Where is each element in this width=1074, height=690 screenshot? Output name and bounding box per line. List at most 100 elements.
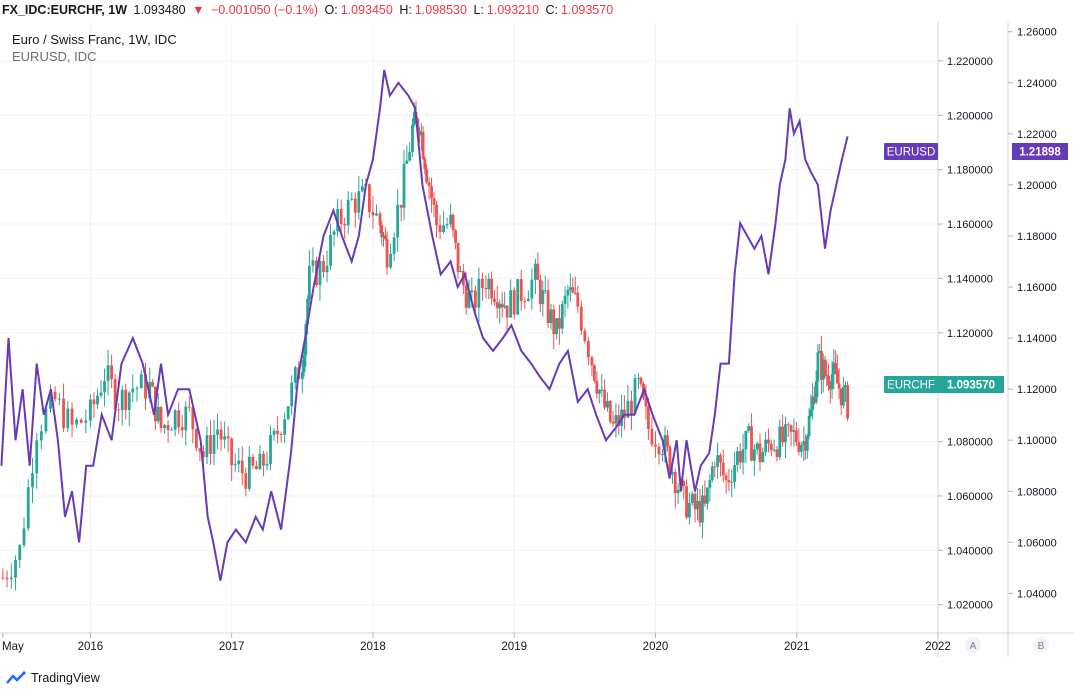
candle-body [430, 186, 433, 199]
brand-footer[interactable]: TradingView [6, 668, 100, 688]
candle-body [512, 290, 516, 315]
candle-body [39, 431, 43, 441]
candle-body [666, 435, 669, 447]
price-change: −0.001050 (−0.1%) [210, 3, 319, 17]
candle-body [120, 389, 124, 411]
candle-body [519, 279, 523, 301]
candle-body [293, 367, 297, 383]
candle-body [802, 441, 806, 446]
candle-body [827, 376, 830, 386]
candle-body [823, 359, 827, 375]
candle-body [57, 398, 61, 400]
legend-main: Euro / Swiss Franc, 1W, IDC [12, 32, 177, 47]
candle-body [758, 443, 762, 463]
candle-body [761, 452, 765, 463]
eurusd-line [0, 69, 849, 581]
y-right-tick-label: 1.12000 [1017, 384, 1057, 396]
candle-body [205, 435, 209, 458]
candle-body [380, 225, 384, 238]
candle-body [622, 409, 626, 418]
candle-body [741, 449, 745, 463]
candle-body [180, 427, 184, 431]
symbol-label[interactable]: FX_IDC:EURCHF, 1W [2, 3, 128, 17]
candle-body [329, 234, 332, 266]
candle-body [543, 290, 547, 292]
candle-body [597, 390, 601, 394]
candle-body [568, 287, 572, 291]
candle-body [571, 287, 575, 293]
candle-body [159, 406, 163, 429]
candle-body [503, 305, 507, 308]
candle-body [148, 381, 152, 399]
candle-body [487, 278, 491, 290]
candle-body [375, 213, 378, 216]
y-left-tick-label: 1.080000 [947, 437, 993, 449]
candle-body [84, 420, 88, 423]
candle-body [738, 451, 742, 463]
candle-body [219, 429, 223, 440]
candle-body [617, 415, 621, 426]
candle-body [747, 426, 751, 431]
price-chart[interactable]: 1.220000 1.200000 1.180000 1.160000 1.140000… [0, 22, 1074, 666]
candle-body [191, 407, 195, 430]
y-left-tick-label: 1.040000 [947, 545, 993, 557]
candle-body [733, 465, 736, 482]
scale-a-button[interactable]: A [965, 637, 981, 653]
candle-body [418, 131, 421, 136]
candle-body [536, 263, 540, 280]
symbol-header: FX_IDC:EURCHF, 1W 1.093480 ▼ −0.001050 (… [0, 0, 1074, 22]
candle-body [673, 472, 677, 494]
y-left-tick-label: 1.020000 [947, 600, 993, 612]
candle-body [637, 377, 640, 379]
candle-body [357, 191, 361, 213]
high-value: 1.098530 [414, 3, 467, 17]
candle-body [750, 426, 753, 461]
scale-b-button[interactable]: B [1033, 637, 1049, 653]
candle-body [35, 440, 39, 474]
candle-body [163, 424, 166, 429]
candle-body [184, 406, 188, 431]
candle-body [493, 298, 496, 302]
candle-body [18, 545, 22, 561]
y-left-tick-label: 1.200000 [947, 110, 993, 122]
candle-body [62, 398, 65, 429]
candle-body [710, 466, 714, 480]
close-value: 1.093570 [561, 3, 614, 17]
candle-body [135, 388, 139, 390]
candle-body [346, 199, 350, 226]
y-right-tick-label: 1.14000 [1017, 333, 1057, 345]
candle-body [470, 290, 474, 293]
candle-body [412, 112, 416, 125]
candle-body [343, 223, 347, 226]
candle-body [644, 397, 648, 407]
candle-body [438, 225, 442, 233]
y-right-tick-label: 1.16000 [1017, 282, 1057, 294]
candle-body [411, 124, 414, 153]
candle-body [805, 436, 809, 451]
candle-body [583, 330, 587, 342]
candle-body [481, 278, 484, 289]
y-left-tick-label: 1.120000 [947, 328, 993, 340]
candle-body [713, 466, 717, 468]
candle-body [671, 472, 674, 475]
candle-body [724, 475, 728, 481]
candle-body [14, 560, 17, 578]
candle-body [360, 186, 364, 192]
candle-body [647, 406, 650, 429]
candle-body [127, 392, 131, 411]
candle-body [89, 399, 92, 421]
x-tick-label: May [2, 641, 24, 653]
candle-body [251, 456, 255, 466]
candle-body [772, 449, 776, 451]
candle-body [254, 465, 258, 470]
candle-body [538, 279, 542, 305]
candle-body [70, 408, 74, 425]
candle-body [79, 419, 83, 423]
candle-body [399, 204, 403, 208]
candle-body [541, 290, 545, 305]
y-right-tick-label: 1.06000 [1017, 537, 1057, 549]
candle-body [630, 400, 633, 414]
candle-body [576, 292, 580, 307]
candle-body [708, 479, 712, 488]
y-right-tick-label: 1.04000 [1017, 588, 1057, 600]
